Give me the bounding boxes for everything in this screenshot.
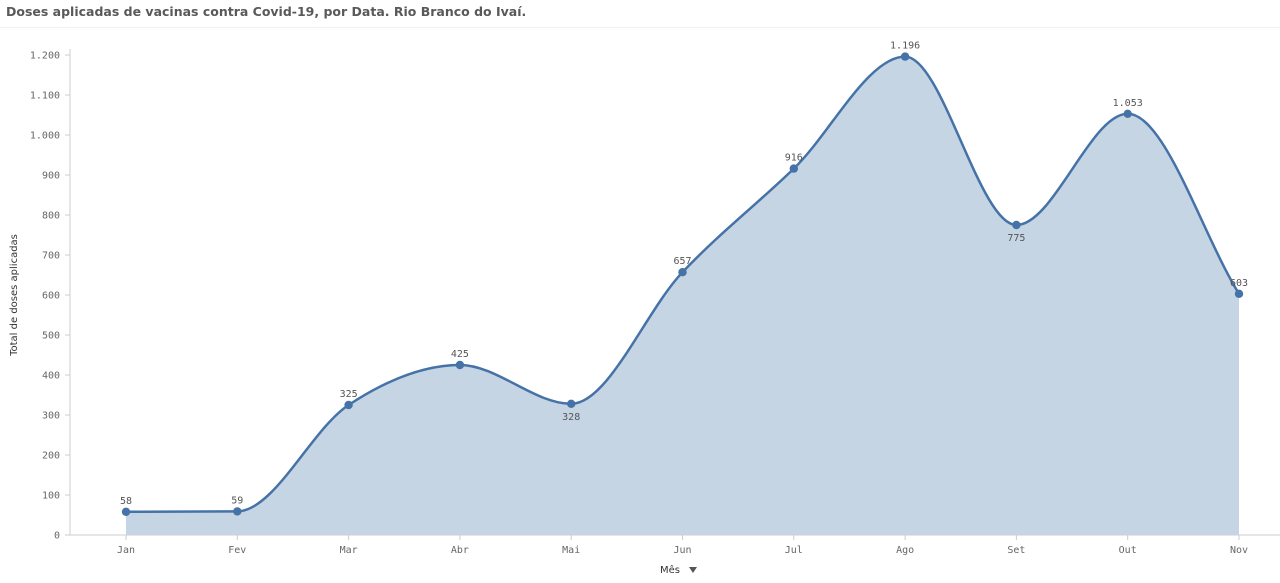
- y-tick-label: 700: [42, 251, 60, 262]
- x-axis-title: Mês: [660, 564, 680, 576]
- x-tick-label: Jun: [673, 545, 691, 556]
- data-label: 1.196: [890, 41, 920, 52]
- data-label: 325: [340, 389, 358, 400]
- x-tick-label: Ago: [896, 545, 914, 556]
- data-point-out[interactable]: [1123, 109, 1132, 119]
- data-label: 603: [1230, 278, 1248, 289]
- x-tick-label: Mai: [562, 545, 580, 556]
- series-doses[interactable]: 58 59 325 425 328 657 916 1.196 775 1.053 603: [120, 41, 1248, 535]
- y-tick-label: 100: [42, 491, 60, 502]
- series-line[interactable]: [125, 55, 1241, 514]
- x-axis-title-group[interactable]: Mês: [660, 564, 697, 576]
- y-axis-title: Total de doses aplicadas: [9, 234, 20, 357]
- data-label: 916: [785, 153, 803, 164]
- x-tick-label: Jul: [785, 545, 803, 556]
- data-point-mar[interactable]: [344, 400, 353, 410]
- y-tick-label: 1.000: [30, 131, 60, 142]
- x-tick-label: Fev: [228, 545, 246, 556]
- x-tick-label: Out: [1119, 545, 1137, 556]
- data-point-set[interactable]: [1012, 220, 1021, 230]
- series-area: [126, 56, 1239, 535]
- y-tick-label: 900: [42, 171, 60, 182]
- y-tick-label: 1.100: [30, 91, 60, 102]
- data-point-jul[interactable]: [789, 164, 798, 173]
- data-point-fev[interactable]: [233, 507, 242, 516]
- x-axis: Jan Fev Mar Abr Mai Jun Jul Ago Set Out Nov: [70, 534, 1280, 556]
- data-point-mai[interactable]: [567, 399, 576, 408]
- y-tick-label: 600: [42, 291, 60, 302]
- x-tick-label: Jan: [117, 545, 135, 556]
- data-point-nov[interactable]: [1234, 289, 1244, 298]
- y-tick-label: 400: [42, 371, 60, 382]
- data-label: 58: [120, 496, 132, 507]
- x-tick-label: Mar: [340, 545, 358, 556]
- y-tick-label: 200: [42, 451, 60, 462]
- y-tick-label: 500: [42, 331, 60, 342]
- data-point-abr[interactable]: [455, 360, 465, 370]
- x-tick-label: Set: [1007, 545, 1025, 556]
- y-axis: 0 100 200 300 400 500 600 700 800 900 1.000 1.100 1.…: [30, 49, 71, 542]
- x-tick-label: Abr: [451, 545, 469, 556]
- y-tick-label: 0: [54, 531, 60, 542]
- data-label: 59: [231, 495, 243, 506]
- data-point-jun[interactable]: [678, 268, 687, 277]
- chart-title: Doses aplicadas de vacinas contra Covid-…: [6, 4, 527, 19]
- triangle-down-icon[interactable]: [689, 567, 697, 573]
- y-tick-label: 800: [42, 211, 60, 222]
- data-label: 775: [1007, 233, 1025, 244]
- x-tick-label: Nov: [1230, 545, 1248, 556]
- y-tick-label: 1.200: [30, 51, 60, 62]
- y-tick-label: 300: [42, 411, 60, 422]
- data-label: 425: [451, 349, 469, 360]
- data-point-jan[interactable]: [121, 507, 131, 516]
- title-divider: [0, 27, 1280, 28]
- data-label: 657: [673, 256, 691, 267]
- data-label: 328: [562, 412, 580, 423]
- data-point-ago[interactable]: [900, 52, 910, 61]
- data-label: 1.053: [1113, 98, 1143, 109]
